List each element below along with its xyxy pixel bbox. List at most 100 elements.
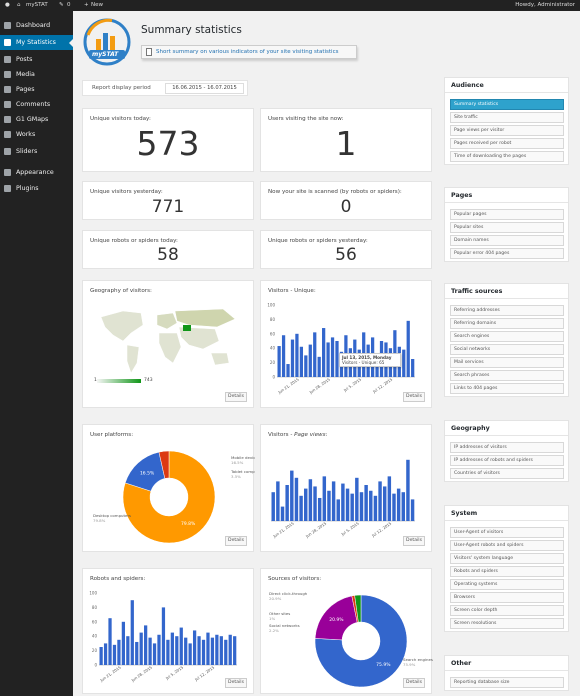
sidebar-item[interactable]: Sliders	[0, 144, 73, 159]
visitors-unique-chart[interactable]: 100 80 60 40 20 0 Jun 21, 2015 Jun 28, 2015 Jul …	[265, 295, 425, 395]
admin-sidebar: Dashboard My Statistics Posts Media Pages Com…	[0, 11, 73, 696]
nav-link[interactable]: Summary statistics	[450, 99, 564, 110]
map-highlight-kazakhstan	[183, 325, 191, 331]
nav-link[interactable]: Screen color depth	[450, 605, 564, 616]
new-content-plus-icon[interactable]: +	[84, 2, 89, 8]
y-tick-label: 20	[270, 360, 276, 365]
nav-link[interactable]: Browsers	[450, 592, 564, 603]
chart-bar	[197, 636, 201, 665]
nav-link[interactable]: Search phrases	[450, 370, 564, 381]
x-tick-label: Jun 21, 2015	[271, 520, 295, 539]
nav-link[interactable]: Pages received per robot	[450, 138, 564, 149]
nav-link[interactable]: Search engines	[450, 331, 564, 342]
slice-label: 20.9%	[329, 617, 344, 623]
sidebar-item[interactable]: Works	[0, 127, 73, 142]
chart-bar	[277, 346, 281, 377]
nav-link[interactable]: Page views per visitor	[450, 125, 564, 136]
nav-link[interactable]: Referring domains	[450, 318, 564, 329]
details-button[interactable]: Details	[403, 392, 425, 402]
nav-link[interactable]: Social networks	[450, 344, 564, 355]
y-tick-label: 60	[270, 331, 276, 336]
sidebar-item[interactable]: Plugins	[0, 181, 73, 196]
chart-bar	[364, 485, 368, 521]
nav-link[interactable]: Operating systems	[450, 579, 564, 590]
nav-link[interactable]: Popular error 404 pages	[450, 248, 564, 259]
chart-bar	[410, 499, 415, 521]
sidebar-item[interactable]: Media	[0, 67, 73, 82]
nav-link[interactable]: Popular sites	[450, 222, 564, 233]
chart-bar	[326, 342, 330, 377]
x-tick-label: Jun 28, 2015	[304, 520, 328, 539]
y-tick-label: 80	[92, 605, 98, 610]
sidebar-item[interactable]: Posts	[0, 52, 73, 67]
panel-visitors-unique: Visitors - Unique: 100 80 60 40 20 0 Jun 21, 2…	[260, 280, 432, 408]
nav-link[interactable]: Popular pages	[450, 209, 564, 220]
details-button[interactable]: Details	[225, 392, 247, 402]
nav-link[interactable]: Site traffic	[450, 112, 564, 123]
world-map[interactable]	[93, 305, 243, 375]
panel-title: Robots and spiders:	[90, 576, 146, 582]
pie-slice	[314, 594, 408, 688]
chart-bar	[219, 636, 223, 665]
new-content-link[interactable]: New	[91, 2, 103, 8]
period-input[interactable]: 16.06.2015 - 16.07.2015	[165, 83, 244, 94]
details-button[interactable]: Details	[225, 536, 247, 546]
robots-chart[interactable]: 100 80 60 40 20 0 Jun 21, 2015 Jun 28, 2015 Jul …	[87, 583, 247, 683]
nav-link[interactable]: Reporting database size	[450, 677, 564, 688]
legend-value: 20.9%	[269, 596, 282, 601]
sidebar-item[interactable]: G1 GMaps	[0, 112, 73, 127]
y-tick-label: 40	[92, 634, 98, 639]
sidebar-item[interactable]: Pages	[0, 82, 73, 97]
title-prefix: Visitors -	[268, 432, 295, 438]
page-title: Summary statistics	[141, 24, 242, 36]
chart-bar	[206, 632, 210, 665]
x-tick-label: Jun 21, 2015	[98, 664, 122, 683]
nav-link[interactable]: IP addresses of robots and spiders	[450, 455, 564, 466]
chart-bar	[401, 492, 406, 521]
nav-link[interactable]: Domain names	[450, 235, 564, 246]
nav-link[interactable]: Robots and spiders	[450, 566, 564, 577]
nav-link[interactable]: Countries of visitors	[450, 468, 564, 479]
sidebar-item[interactable]: My Statistics	[0, 35, 73, 50]
site-name-link[interactable]: mySTAT	[26, 2, 48, 8]
mystat-logo-icon	[83, 18, 131, 66]
details-button[interactable]: Details	[403, 536, 425, 546]
account-greeting[interactable]: Howdy, Administrator	[515, 2, 575, 8]
nav-link[interactable]: Referring addresses	[450, 305, 564, 316]
pin-icon	[4, 148, 11, 155]
comments-icon[interactable]: ✎	[59, 2, 64, 8]
chart-bar	[290, 339, 295, 377]
sidebar-item[interactable]: Dashboard	[0, 18, 73, 33]
chart-bar	[233, 636, 237, 665]
comments-count[interactable]: 0	[67, 2, 71, 8]
nav-link[interactable]: Screen resolutions	[450, 618, 564, 629]
wordpress-logo-icon[interactable]: ●	[5, 2, 10, 8]
nav-link[interactable]: Links to 404 pages	[450, 383, 564, 394]
nav-link[interactable]: Mail services	[450, 357, 564, 368]
sidebar-item[interactable]: Comments	[0, 97, 73, 112]
chart-bar	[290, 470, 294, 521]
legend-label: Direct click-through	[269, 591, 308, 596]
nav-link[interactable]: Visitors' system language	[450, 553, 564, 564]
nav-link[interactable]: IP addresses of visitors	[450, 442, 564, 453]
chart-bar	[331, 481, 336, 521]
x-tick-label: Jun 28, 2015	[130, 664, 154, 683]
y-tick-label: 100	[89, 591, 97, 596]
nav-link[interactable]: User-Agent robots and spiders	[450, 540, 564, 551]
y-tick-label: 60	[92, 619, 98, 624]
geo-legend-min: 1	[94, 378, 97, 383]
map-north-america	[100, 310, 144, 342]
y-tick-label: 20	[92, 648, 98, 653]
sidebar-item[interactable]: Appearance	[0, 165, 73, 180]
visitors-page-views-chart[interactable]: Jun 21, 2015 Jun 28, 2015 Jul 5, 2015 Jul 1…	[265, 439, 425, 539]
sidebar-item-label: Media	[16, 71, 35, 78]
nav-link[interactable]: User-Agent of visitors	[450, 527, 564, 538]
details-button[interactable]: Details	[403, 678, 425, 688]
stat-value: 1	[335, 124, 357, 163]
y-tick-label: 40	[270, 346, 276, 351]
nav-link[interactable]: Time of downloading the pages	[450, 151, 564, 162]
details-button[interactable]: Details	[225, 678, 247, 688]
plugin-icon	[4, 185, 11, 192]
